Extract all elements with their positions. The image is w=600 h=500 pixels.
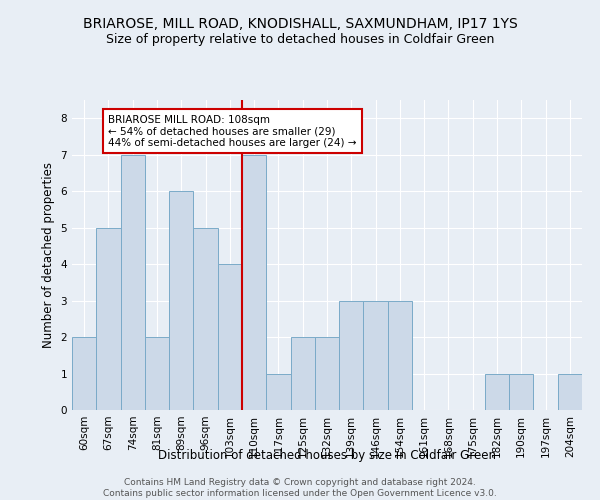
Text: Contains HM Land Registry data © Crown copyright and database right 2024.
Contai: Contains HM Land Registry data © Crown c… (103, 478, 497, 498)
Bar (364, 300, 388, 410)
Bar (193, 228, 218, 410)
Y-axis label: Number of detached properties: Number of detached properties (42, 162, 55, 348)
Bar (242, 154, 266, 410)
Text: BRIAROSE MILL ROAD: 108sqm
← 54% of detached houses are smaller (29)
44% of semi: BRIAROSE MILL ROAD: 108sqm ← 54% of deta… (109, 114, 357, 148)
Bar (558, 374, 582, 410)
Bar (145, 337, 169, 410)
Bar (290, 337, 315, 410)
Bar (121, 154, 145, 410)
Bar (169, 191, 193, 410)
Bar (388, 300, 412, 410)
Bar (485, 374, 509, 410)
Bar (72, 337, 96, 410)
Text: BRIAROSE, MILL ROAD, KNODISHALL, SAXMUNDHAM, IP17 1YS: BRIAROSE, MILL ROAD, KNODISHALL, SAXMUND… (83, 18, 517, 32)
Text: Size of property relative to detached houses in Coldfair Green: Size of property relative to detached ho… (106, 32, 494, 46)
Bar (218, 264, 242, 410)
Text: Distribution of detached houses by size in Coldfair Green: Distribution of detached houses by size … (158, 448, 496, 462)
Bar (96, 228, 121, 410)
Bar (315, 337, 339, 410)
Bar (339, 300, 364, 410)
Bar (266, 374, 290, 410)
Bar (509, 374, 533, 410)
